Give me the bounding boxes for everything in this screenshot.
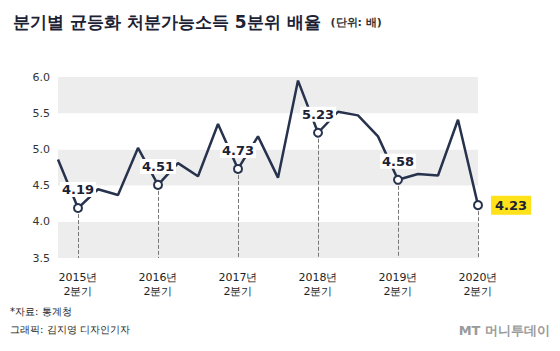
- svg-text:4.23: 4.23: [495, 198, 527, 213]
- svg-text:2분기: 2분기: [64, 285, 93, 298]
- svg-text:(단위: 배): (단위: 배): [331, 16, 382, 29]
- svg-text:2분기: 2분기: [224, 285, 253, 298]
- svg-text:4.58: 4.58: [382, 154, 414, 169]
- svg-text:4.5: 4.5: [33, 179, 51, 192]
- svg-text:2분기: 2분기: [384, 285, 413, 298]
- svg-text:2분기: 2분기: [304, 285, 333, 298]
- svg-text:MT 머니투데이: MT 머니투데이: [459, 323, 550, 338]
- svg-text:2020년: 2020년: [459, 271, 498, 284]
- svg-text:4.73: 4.73: [222, 143, 254, 158]
- svg-text:2017년: 2017년: [219, 271, 258, 284]
- svg-text:2분기: 2분기: [464, 285, 493, 298]
- svg-text:2018년: 2018년: [299, 271, 338, 284]
- svg-text:4.19: 4.19: [62, 182, 94, 197]
- svg-text:4.0: 4.0: [33, 215, 51, 228]
- svg-text:6.0: 6.0: [33, 71, 51, 84]
- svg-text:5.5: 5.5: [33, 107, 51, 120]
- svg-text:3.5: 3.5: [33, 252, 51, 265]
- svg-text:2015년: 2015년: [59, 271, 98, 284]
- svg-text:*자료: 통계청: *자료: 통계청: [10, 306, 72, 317]
- svg-text:5.0: 5.0: [33, 143, 51, 156]
- svg-text:2분기: 2분기: [144, 285, 173, 298]
- svg-text:2016년: 2016년: [139, 271, 178, 284]
- svg-text:4.51: 4.51: [142, 159, 174, 174]
- svg-text:2019년: 2019년: [379, 271, 418, 284]
- svg-text:분기별 균등화 처분가능소득 5분위 배율: 분기별 균등화 처분가능소득 5분위 배율: [13, 12, 321, 32]
- svg-text:그래픽: 김지영 디자인기자: 그래픽: 김지영 디자인기자: [10, 324, 130, 335]
- svg-text:5.23: 5.23: [302, 107, 334, 122]
